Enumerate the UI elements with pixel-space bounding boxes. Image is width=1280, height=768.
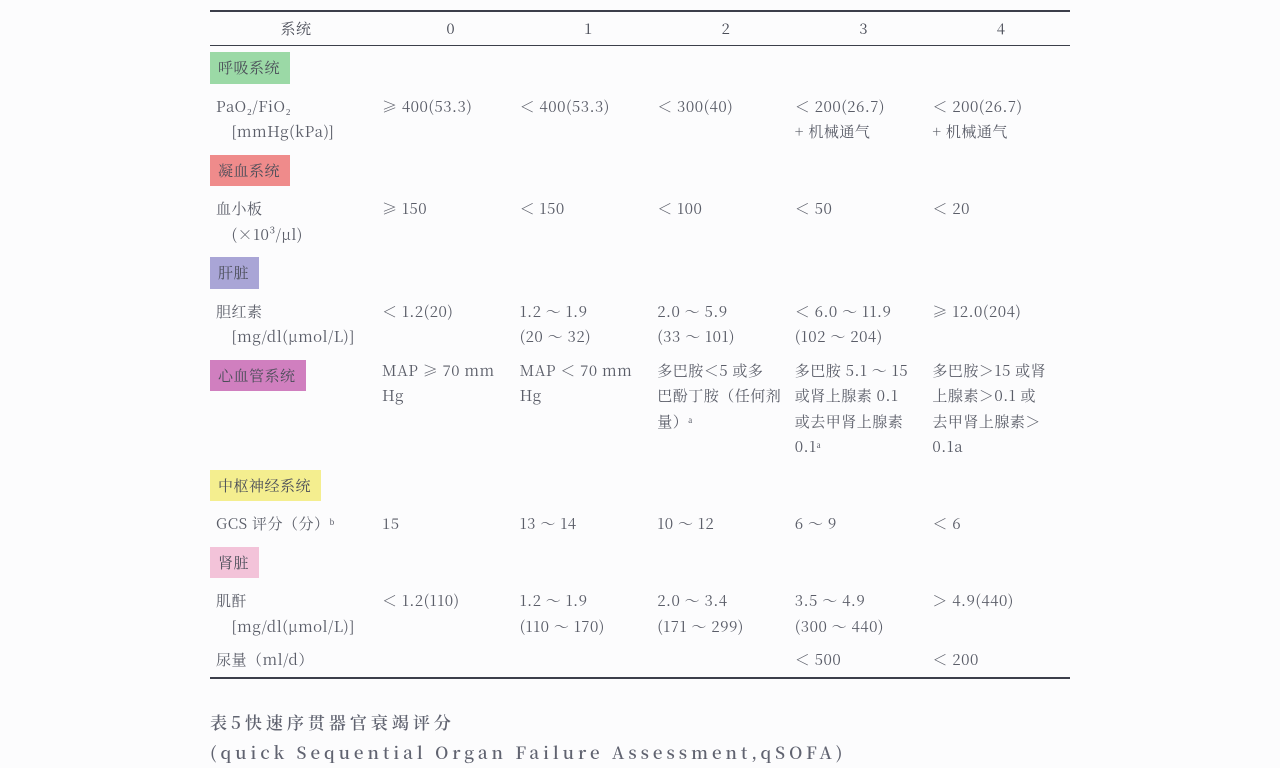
cns-v0: 15 <box>382 507 520 541</box>
badge-cns: 中枢神经系统 <box>210 470 321 502</box>
liver-v0: ＜ 1.2(20) <box>382 295 520 354</box>
col-0: 0 <box>382 11 520 46</box>
coag-v3: ＜ 50 <box>795 192 933 251</box>
resp-v1: ＜ 400(53.3) <box>520 90 658 149</box>
badge-cardio: 心血管系统 <box>210 360 306 392</box>
row-liver: 胆红素 [mg/dl(μmol/L)] ＜ 1.2(20) 1.2 ～ 1.9(… <box>210 295 1070 354</box>
renal1-v3: 3.5 ～ 4.9(300 ～ 440) <box>795 584 933 643</box>
sofa-table: 系统 0 1 2 3 4 呼吸系统 PaO₂/FiO₂ [mmHg(kPa)] … <box>210 10 1070 679</box>
row-renal-urine: 尿量（ml/d） ＜ 500 ＜ 200 <box>210 643 1070 678</box>
liver-v3: ＜ 6.0 ～ 11.9(102 ～ 204) <box>795 295 933 354</box>
row-cns: GCS 评分（分）ᵇ 15 13 ～ 14 10 ～ 12 6 ～ 9 ＜ 6 <box>210 507 1070 541</box>
resp-v3: ＜ 200(26.7)+ 机械通气 <box>795 90 933 149</box>
header-row: 系统 0 1 2 3 4 <box>210 11 1070 46</box>
liver-label: 胆红素 [mg/dl(μmol/L)] <box>210 295 382 354</box>
cns-v3: 6 ～ 9 <box>795 507 933 541</box>
badge-coagulation: 凝血系统 <box>210 155 290 187</box>
renal1-v2: 2.0 ～ 3.4(171 ～ 299) <box>657 584 795 643</box>
col-system: 系统 <box>210 11 382 46</box>
coag-v0: ≥ 150 <box>382 192 520 251</box>
cardio-v1: MAP ＜ 70 mmHg <box>520 354 658 464</box>
row-cardio: 心血管系统 MAP ≥ 70 mmHg MAP ＜ 70 mmHg 多巴胺＜5 … <box>210 354 1070 464</box>
page: 系统 0 1 2 3 4 呼吸系统 PaO₂/FiO₂ [mmHg(kPa)] … <box>0 0 1280 768</box>
coag-v1: ＜ 150 <box>520 192 658 251</box>
resp-label: PaO₂/FiO₂ [mmHg(kPa)] <box>210 90 382 149</box>
badge-respiratory: 呼吸系统 <box>210 52 290 84</box>
renal2-v4: ＜ 200 <box>932 643 1070 678</box>
cardio-v4: 多巴胺＞15 或肾上腺素＞0.1 或去甲肾上腺素＞0.1a <box>932 354 1070 464</box>
badge-renal: 肾脏 <box>210 547 259 579</box>
cardio-v3: 多巴胺 5.1 ～ 15或肾上腺素 0.1或去甲肾上腺素0.1ᵃ <box>795 354 933 464</box>
cardio-v0: MAP ≥ 70 mmHg <box>382 354 520 464</box>
liver-v4: ≥ 12.0(204) <box>932 295 1070 354</box>
renal2-v3: ＜ 500 <box>795 643 933 678</box>
renal-label-1: 肌酐 [mg/dl(μmol/L)] <box>210 584 382 643</box>
liver-v1: 1.2 ～ 1.9(20 ～ 32) <box>520 295 658 354</box>
row-renal-creatinine: 肌酐 [mg/dl(μmol/L)] ＜ 1.2(110) 1.2 ～ 1.9(… <box>210 584 1070 643</box>
renal1-v4: ＞ 4.9(440) <box>932 584 1070 643</box>
coag-v2: ＜ 100 <box>657 192 795 251</box>
resp-v0: ≥ 400(53.3) <box>382 90 520 149</box>
table-caption: 表5快速序贯器官衰竭评分(quick Sequential Organ Fail… <box>210 707 1070 768</box>
col-3: 3 <box>795 11 933 46</box>
resp-v4: ＜ 200(26.7)+ 机械通气 <box>932 90 1070 149</box>
col-2: 2 <box>657 11 795 46</box>
cardio-v2: 多巴胺＜5 或多巴酚丁胺（任何剂量）ᵃ <box>657 354 795 464</box>
renal-label-2: 尿量（ml/d） <box>210 643 382 678</box>
renal1-v0: ＜ 1.2(110) <box>382 584 520 643</box>
col-4: 4 <box>932 11 1070 46</box>
cns-v4: ＜ 6 <box>932 507 1070 541</box>
badge-liver: 肝脏 <box>210 257 259 289</box>
coag-v4: ＜ 20 <box>932 192 1070 251</box>
col-1: 1 <box>520 11 658 46</box>
cns-v1: 13 ～ 14 <box>520 507 658 541</box>
cns-label: GCS 评分（分）ᵇ <box>210 507 382 541</box>
cns-v2: 10 ～ 12 <box>657 507 795 541</box>
coag-label: 血小板 (×10³/μl) <box>210 192 382 251</box>
row-respiratory: PaO₂/FiO₂ [mmHg(kPa)] ≥ 400(53.3) ＜ 400(… <box>210 90 1070 149</box>
renal1-v1: 1.2 ～ 1.9(110 ～ 170) <box>520 584 658 643</box>
liver-v2: 2.0 ～ 5.9(33 ～ 101) <box>657 295 795 354</box>
resp-v2: ＜ 300(40) <box>657 90 795 149</box>
row-coagulation: 血小板 (×10³/μl) ≥ 150 ＜ 150 ＜ 100 ＜ 50 ＜ 2… <box>210 192 1070 251</box>
